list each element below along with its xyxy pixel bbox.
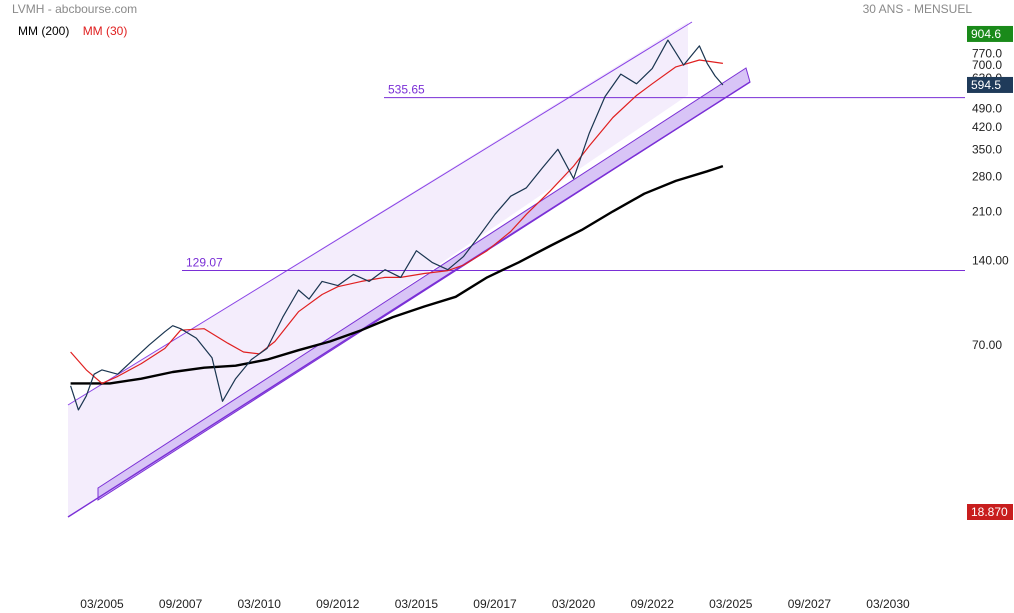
ticker-source: LVMH - abcbourse.com bbox=[12, 2, 138, 16]
channel-lower-line bbox=[67, 81, 751, 518]
svg-text:18.870: 18.870 bbox=[971, 505, 1008, 519]
channel-fill bbox=[68, 22, 688, 517]
legend-mm200: MM (200) bbox=[18, 24, 70, 38]
series-mm-200- bbox=[70, 164, 724, 385]
x-tick-label: 03/2030 bbox=[866, 597, 910, 611]
y-tick-label: 70.00 bbox=[972, 338, 1002, 352]
x-tick-label: 09/2027 bbox=[788, 597, 832, 611]
y-tick-label: 210.0 bbox=[972, 204, 1002, 218]
y-tick-label: 420.0 bbox=[972, 120, 1002, 134]
y-tick-label: 350.0 bbox=[972, 142, 1002, 156]
series-mm-30- bbox=[70, 59, 723, 384]
x-tick-label: 09/2017 bbox=[473, 597, 517, 611]
x-tick-label: 03/2015 bbox=[395, 597, 439, 611]
level-label: 129.07 bbox=[186, 256, 223, 270]
x-tick-label: 03/2005 bbox=[80, 597, 124, 611]
low-badge: 18.870 bbox=[967, 504, 1013, 520]
x-tick-label: 03/2020 bbox=[552, 597, 596, 611]
last-price-badge: 594.5 bbox=[967, 76, 1013, 93]
x-tick-label: 03/2025 bbox=[709, 597, 753, 611]
y-tick-label: 280.0 bbox=[972, 169, 1002, 183]
price-line bbox=[70, 39, 724, 411]
high-badge: 904.6 bbox=[967, 25, 1013, 42]
y-tick-label: 770.0 bbox=[972, 47, 1002, 61]
x-tick-label: 09/2007 bbox=[159, 597, 203, 611]
level-label: 535.65 bbox=[388, 83, 425, 97]
channel-upper-line bbox=[67, 21, 693, 406]
svg-text:594.5: 594.5 bbox=[971, 78, 1001, 92]
y-tick-label: 140.00 bbox=[972, 254, 1009, 268]
y-tick-label: 490.0 bbox=[972, 101, 1002, 115]
svg-text:904.6: 904.6 bbox=[971, 27, 1001, 41]
x-tick-label: 03/2010 bbox=[238, 597, 282, 611]
x-tick-label: 09/2012 bbox=[316, 597, 360, 611]
legend-mm30: MM (30) bbox=[82, 24, 128, 38]
x-tick-label: 09/2022 bbox=[631, 597, 675, 611]
y-tick-label: 700.0 bbox=[972, 58, 1002, 72]
period-label: 30 ANS - MENSUEL bbox=[862, 2, 972, 16]
legend: MM (200) MM (30) bbox=[18, 24, 137, 38]
